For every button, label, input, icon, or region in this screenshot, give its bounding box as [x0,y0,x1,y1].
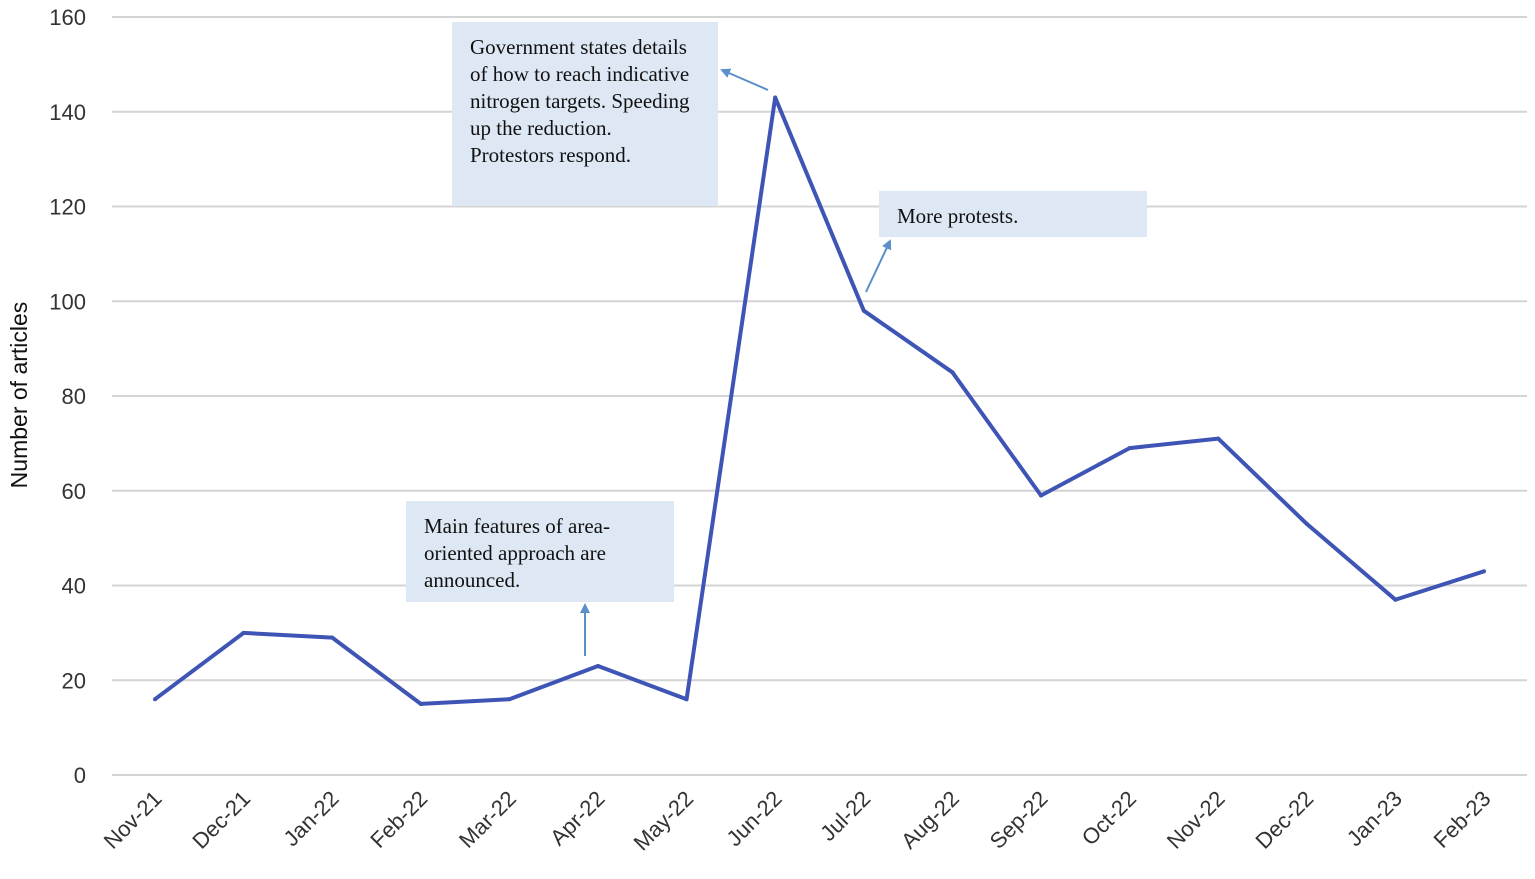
x-tick-label: Apr-22 [545,786,609,850]
x-tick-label: Jan-22 [278,786,343,851]
arrow-more-protests [865,239,892,293]
data-point [950,370,955,375]
series-group [153,95,1486,706]
data-point [1127,446,1132,451]
data-point [773,95,778,100]
data-point [330,635,335,640]
data-point [1216,436,1221,441]
y-tick-label: 40 [62,574,86,599]
x-tick-label: Jun-22 [721,786,786,851]
data-point [861,308,866,313]
x-tick-label: Jan-23 [1342,786,1407,851]
x-tick-label: Dec-21 [187,786,255,854]
data-point [1393,597,1398,602]
data-point [596,664,600,669]
x-tick-label: Feb-22 [365,786,432,853]
x-tick-label: Feb-23 [1429,786,1496,853]
arrow-government [720,68,769,91]
y-tick-label: 0 [74,763,86,788]
y-tick-label: 100 [49,289,86,314]
annotation-government: Government states details of how to reac… [452,22,718,206]
x-tick-label: May-22 [629,786,699,856]
y-tick-label: 20 [62,668,86,693]
data-point [153,697,157,702]
data-point [241,630,246,635]
y-axis-label: Number of articles [6,302,32,489]
x-tick-label: Aug-22 [896,786,964,854]
y-axis-ticks: 0 20 40 60 80 100 120 140 160 [49,5,86,788]
data-point [1039,493,1043,498]
x-tick-label: Nov-22 [1162,786,1230,854]
annotation-arrows [580,68,892,656]
annotation-more-protests: More protests. [879,191,1147,237]
y-tick-label: 80 [62,384,86,409]
y-tick-label: 60 [62,479,86,504]
series-line [153,95,1485,706]
y-tick-label: 120 [49,195,86,220]
y-tick-label: 160 [49,5,86,30]
x-tick-label: Mar-22 [454,786,521,853]
y-tick-label: 140 [49,100,86,125]
data-point [418,701,423,706]
x-tick-label: Nov-21 [99,786,167,854]
data-point [1304,521,1309,526]
grid-lines [112,16,1527,776]
data-point [507,697,512,702]
x-tick-label: Dec-22 [1251,786,1319,854]
x-axis-ticks: Nov-21 Dec-21 Jan-22 Feb-22 Mar-22 Apr-22 May-… [99,786,1496,856]
annotation-area-oriented: Main features of area-oriented approach … [406,501,674,602]
x-tick-label: Oct-22 [1077,786,1141,850]
data-point [684,697,689,702]
data-point [1482,569,1486,574]
x-tick-label: Sep-22 [985,786,1053,854]
x-tick-label: Jul-22 [815,786,875,846]
